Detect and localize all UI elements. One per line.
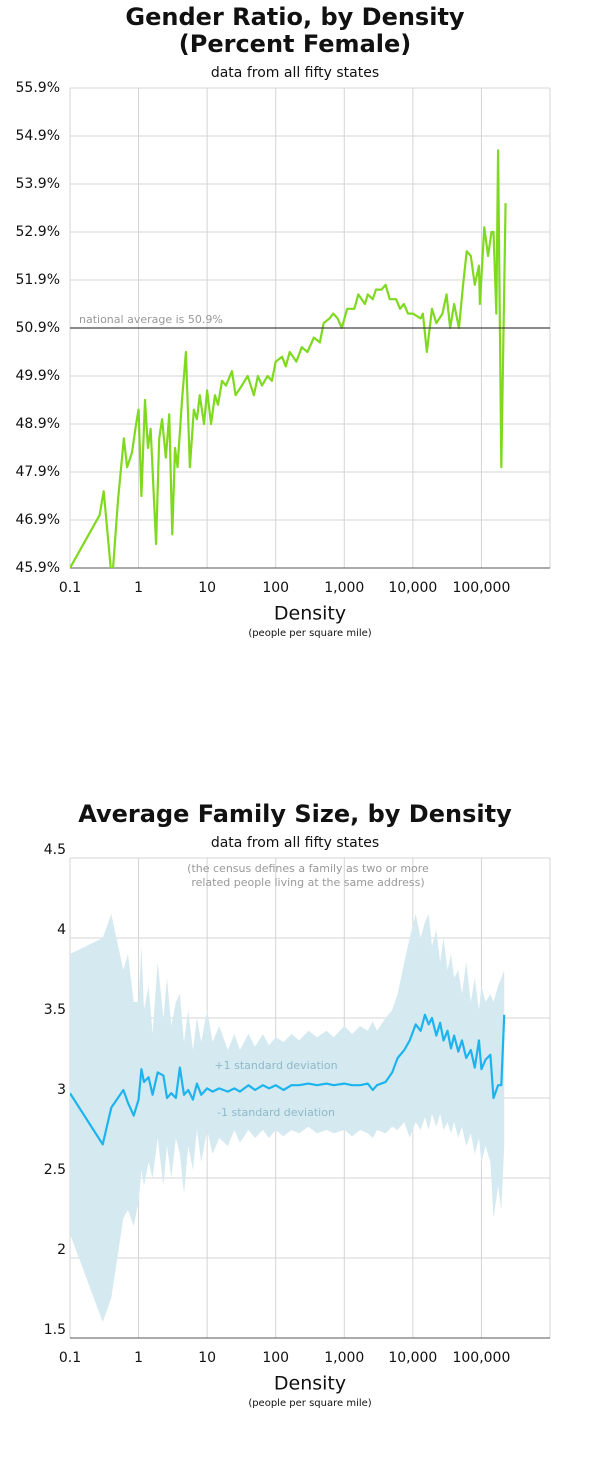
chart-note: related people living at the same addres… bbox=[191, 876, 424, 889]
chart: Gender Ratio, by Density(Percent Female)… bbox=[16, 3, 551, 639]
x-tick-label: 1 bbox=[134, 1350, 143, 1366]
y-tick-label: 51.9% bbox=[16, 272, 60, 288]
x-tick-label: 10 bbox=[198, 580, 216, 596]
chart-title: (Percent Female) bbox=[179, 30, 411, 58]
x-tick-label: 1,000 bbox=[324, 1350, 364, 1366]
y-tick-label: 47.9% bbox=[16, 464, 60, 480]
std-band bbox=[70, 914, 505, 1322]
x-tick-label: 10,000 bbox=[388, 580, 437, 596]
reference-label: national average is 50.9% bbox=[79, 313, 223, 326]
x-tick-label: 0.1 bbox=[59, 580, 81, 596]
band-label: -1 standard deviation bbox=[217, 1106, 335, 1119]
x-tick-label: 10,000 bbox=[388, 1350, 437, 1366]
band-label: +1 standard deviation bbox=[214, 1059, 337, 1072]
y-tick-label: 55.9% bbox=[16, 80, 60, 96]
x-axis-sublabel: (people per square mile) bbox=[248, 1398, 371, 1409]
x-axis-sublabel: (people per square mile) bbox=[248, 628, 371, 639]
x-axis-label: Density bbox=[274, 603, 346, 625]
x-tick-label: 100 bbox=[262, 1350, 289, 1366]
x-tick-label: 0.1 bbox=[59, 1350, 81, 1366]
x-tick-label: 100,000 bbox=[452, 580, 510, 596]
x-tick-label: 1,000 bbox=[324, 580, 364, 596]
y-tick-label: 49.9% bbox=[16, 368, 60, 384]
x-axis-label: Density bbox=[274, 1373, 346, 1395]
y-tick-label: 3.5 bbox=[44, 1002, 66, 1018]
y-tick-label: 1.5 bbox=[44, 1322, 66, 1338]
y-tick-label: 2 bbox=[57, 1242, 66, 1258]
data-line bbox=[70, 1013, 506, 1146]
x-tick-label: 100,000 bbox=[452, 1350, 510, 1366]
y-tick-label: 52.9% bbox=[16, 224, 60, 240]
plot bbox=[70, 914, 506, 1322]
y-tick-label: 2.5 bbox=[44, 1162, 66, 1178]
chart-title: Gender Ratio, by Density bbox=[125, 3, 464, 31]
y-tick-label: 48.9% bbox=[16, 416, 60, 432]
plot bbox=[70, 149, 507, 568]
y-tick-label: 46.9% bbox=[16, 512, 60, 528]
data-line bbox=[70, 149, 507, 568]
x-tick-label: 10 bbox=[198, 1350, 216, 1366]
y-tick-label: 4 bbox=[57, 922, 66, 938]
y-tick-label: 4.5 bbox=[44, 842, 66, 858]
chart-subtitle: data from all fifty states bbox=[211, 835, 379, 851]
chart-subtitle: data from all fifty states bbox=[211, 65, 379, 81]
y-tick-label: 3 bbox=[57, 1082, 66, 1098]
x-tick-label: 1 bbox=[134, 580, 143, 596]
y-tick-label: 54.9% bbox=[16, 128, 60, 144]
chart: Average Family Size, by Density data from… bbox=[44, 800, 551, 1409]
chart-title: Average Family Size, by Density bbox=[78, 800, 512, 828]
y-tick-label: 53.9% bbox=[16, 176, 60, 192]
y-tick-label: 45.9% bbox=[16, 560, 60, 576]
x-tick-label: 100 bbox=[262, 580, 289, 596]
chart-note: (the census defines a family as two or m… bbox=[187, 862, 429, 875]
y-tick-label: 50.9% bbox=[16, 320, 60, 336]
